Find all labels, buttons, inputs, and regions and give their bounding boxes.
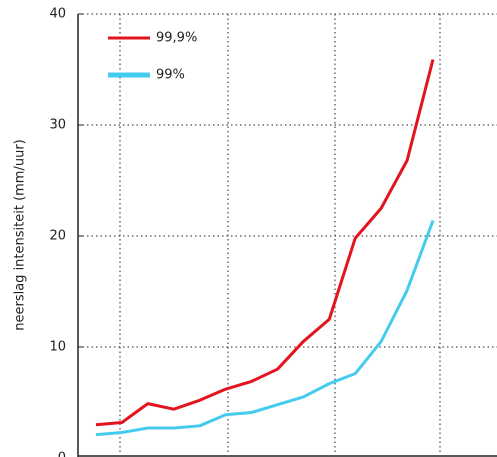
y-tick-label: 20 — [49, 229, 66, 244]
y-tick-label: 0 — [58, 451, 66, 457]
y-axis-label: neerslag intensiteit (mm/uur) — [13, 139, 28, 331]
y-tick-label: 10 — [49, 340, 66, 355]
x-grid — [119, 14, 441, 455]
legend-label: 99% — [156, 68, 185, 83]
series-line — [95, 219, 435, 437]
y-tick-label: 30 — [49, 118, 66, 133]
legend-label: 99,9% — [156, 31, 197, 46]
series-line — [95, 59, 435, 427]
y-tick-label: 40 — [49, 7, 66, 22]
